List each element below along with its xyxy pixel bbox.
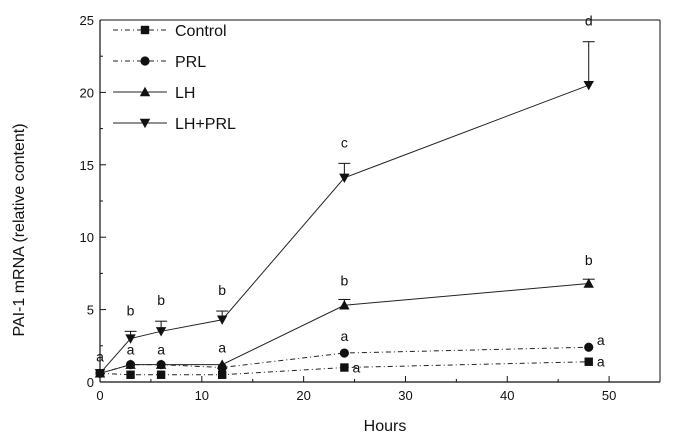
y-axis-title: PAI-1 mRNA (relative content) <box>11 123 28 336</box>
data-point <box>94 369 106 379</box>
y-tick-label: 15 <box>80 158 94 173</box>
legend-label: LH <box>175 85 195 102</box>
y-tick-label: 20 <box>80 85 94 100</box>
significance-label: a <box>597 354 605 370</box>
legend-marker <box>139 118 151 129</box>
data-point <box>126 370 135 379</box>
data-point <box>125 359 136 369</box>
legend-label: PRL <box>175 54 206 71</box>
data-point <box>340 363 349 372</box>
significance-label: a <box>218 340 226 356</box>
x-tick-label: 40 <box>500 388 514 403</box>
data-point <box>339 173 350 184</box>
data-point <box>217 370 227 379</box>
series-line <box>99 283 589 374</box>
x-tick-label: 50 <box>602 388 616 403</box>
significance-label: b <box>157 292 165 308</box>
data-point <box>155 327 167 337</box>
x-tick-label: 20 <box>296 388 310 403</box>
legend-marker <box>140 25 150 35</box>
data-point <box>339 348 349 358</box>
chart-legend: Control PRL LH LH+PRL <box>113 23 236 133</box>
series-lh-prl: a b b b c d <box>94 13 595 379</box>
significance-label: c <box>341 134 348 150</box>
legend-item: LH+PRL <box>113 116 236 133</box>
legend-marker <box>140 56 150 66</box>
significance-label: b <box>218 282 226 298</box>
y-tick-label: 10 <box>80 230 94 245</box>
legend-label: Control <box>175 23 227 40</box>
significance-label: b <box>585 252 593 268</box>
significance-label: a <box>597 332 605 348</box>
significance-label: a <box>352 360 360 376</box>
significance-label: a <box>127 342 135 358</box>
x-axis-title: Hours <box>364 418 407 435</box>
x-tick-label: 10 <box>195 388 209 403</box>
legend-item: Control <box>113 23 227 40</box>
legend-label: LH+PRL <box>175 116 236 133</box>
data-point <box>216 359 228 369</box>
series-line <box>99 361 589 376</box>
x-tick-label: 0 <box>96 388 103 403</box>
significance-label: a <box>340 328 348 344</box>
series-lh: a b b <box>94 252 595 378</box>
y-tick-label: 5 <box>87 303 94 318</box>
data-point <box>125 334 136 344</box>
data-point <box>156 370 166 379</box>
significance-label: b <box>340 272 348 288</box>
data-point <box>155 359 167 369</box>
x-tick-label: 30 <box>398 388 412 403</box>
series-line <box>99 84 589 374</box>
legend-marker <box>139 86 151 97</box>
data-point <box>584 342 594 352</box>
y-tick-label: 25 <box>80 13 94 28</box>
data-point <box>216 315 228 325</box>
significance-label: a <box>157 342 165 358</box>
y-tick-label: 0 <box>87 375 94 390</box>
significance-label: d <box>585 13 593 29</box>
legend-item: LH <box>113 85 195 102</box>
legend-item: PRL <box>113 54 206 71</box>
significance-label: b <box>127 302 135 318</box>
series-prl: a aa a <box>95 328 605 378</box>
chart-axes: 0 5 10 15 20 25 0 10 20 30 40 50 <box>80 13 661 403</box>
data-point <box>583 278 594 288</box>
data-point <box>583 80 594 91</box>
significance-label: a <box>96 348 104 364</box>
data-point <box>584 357 593 366</box>
data-point <box>339 300 350 310</box>
